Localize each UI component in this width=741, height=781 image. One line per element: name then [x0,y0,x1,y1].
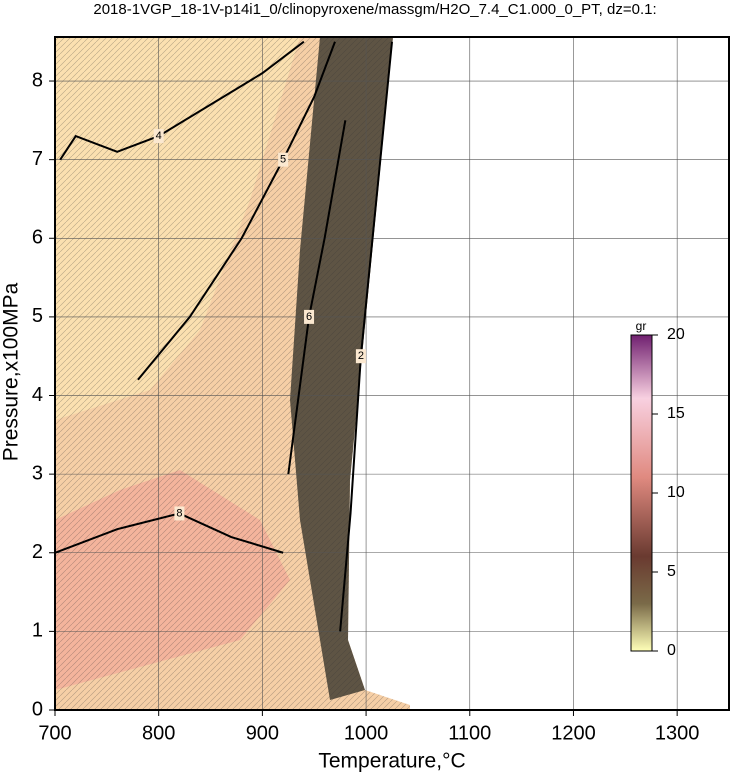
contour-label-bg [304,309,315,324]
x-tick-label: 700 [38,722,71,744]
axes: 700 800 900 1000 1100 1200 1300 0 1 2 3 4 5 6 7 8 [32,69,700,744]
contour-label: 4 [156,130,162,142]
contour-line [137,41,336,381]
contour-label: 6 [306,311,312,323]
y-tick-label: 3 [32,462,43,484]
x-axis-label: Temperature,°C [318,750,465,773]
colorbar-tick-label: 20 [667,326,685,343]
x-tick-label: 1000 [344,722,389,744]
y-tick-label: 4 [32,384,43,406]
contour-label: 8 [176,507,182,519]
field-hatch [55,37,410,710]
colorbar-tick-label: 0 [667,642,676,659]
x-tick-label: 900 [246,722,279,744]
x-tick-label: 1200 [551,722,596,744]
contour-label-bg [153,129,164,144]
y-tick-label: 0 [32,698,43,720]
y-tick-label: 8 [32,69,43,91]
colorbar-tick-label: 5 [667,563,676,580]
frame [54,36,730,711]
y-tick-label: 5 [32,305,43,327]
chart-title: 2018-1VGP_18-1V-p14i1_0/clinopyroxene/ma… [93,1,656,18]
field [55,37,410,710]
colorbar-tick-label: 10 [667,484,685,501]
x-tick-label: 1100 [448,722,491,744]
contour-label: 5 [280,154,286,166]
colorbar-label: gr [636,319,647,333]
contour-label: 2 [358,350,364,362]
contour-label-bg [355,349,366,364]
colorbar-ticks: 0 5 10 15 20 [652,326,685,659]
contour-label-bg [174,506,185,521]
contours: 4 5 8 6 2 [54,40,393,632]
y-tick-label: 6 [32,227,43,249]
colorbar [630,334,653,652]
y-tick-label: 1 [32,620,43,642]
x-tick-label: 1300 [655,722,700,744]
x-tick-label: 800 [142,722,175,744]
contour-label-bg [278,152,289,167]
y-axis-label: Pressure,x100MPa [0,282,23,461]
colorbar-tick-label: 15 [667,405,685,422]
y-tick-label: 7 [32,148,43,170]
y-tick-label: 2 [32,541,43,563]
